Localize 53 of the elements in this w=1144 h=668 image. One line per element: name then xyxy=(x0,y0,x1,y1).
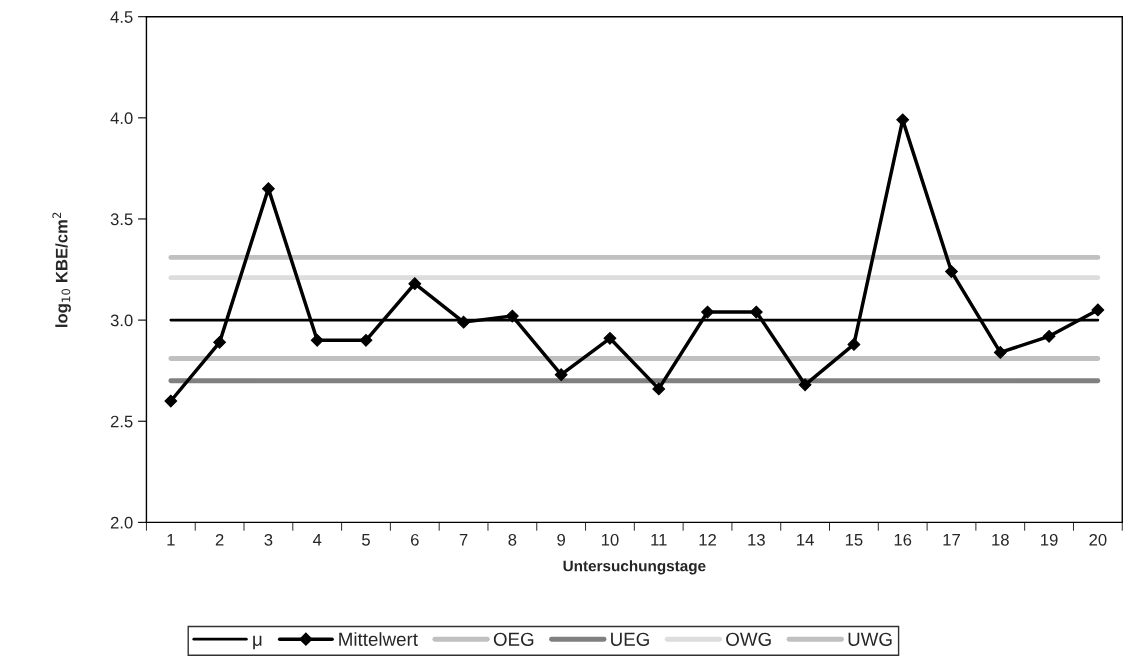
legend-label: OEG xyxy=(493,632,534,646)
x-tick-label: 9 xyxy=(557,533,566,546)
x-tick-label: 5 xyxy=(362,534,370,546)
point xyxy=(798,378,812,392)
x-tick-label: 12 xyxy=(699,533,716,546)
point xyxy=(262,182,275,196)
x-tick-label: 7 xyxy=(459,534,468,546)
point xyxy=(945,265,958,278)
legend-label: UWG xyxy=(848,632,892,646)
point xyxy=(847,337,861,351)
y-tick-label: 2.0 xyxy=(110,516,133,529)
x-tick-label: 14 xyxy=(797,534,814,546)
x-tick-label: 20 xyxy=(1089,533,1107,546)
y-tick-label: 3.5 xyxy=(110,213,133,226)
x-tick-label: 3 xyxy=(264,533,273,546)
point xyxy=(603,331,617,345)
point xyxy=(993,346,1007,359)
point xyxy=(652,382,666,396)
x-tick-label: 10 xyxy=(601,533,619,546)
legend-label: OWG xyxy=(726,632,771,646)
point xyxy=(554,368,568,382)
x-tick-label: 4 xyxy=(312,534,322,546)
y-tick-label: 4.5 xyxy=(110,11,133,23)
x-tick-label: 17 xyxy=(943,534,960,546)
point xyxy=(457,315,470,329)
x-tick-label: 6 xyxy=(411,533,419,546)
x-tick-label: 16 xyxy=(894,533,912,546)
x-tick-label: 19 xyxy=(1041,533,1058,546)
point xyxy=(1042,329,1056,343)
point xyxy=(164,394,178,408)
y-axis-title: log$_{10}$ KBE/cm$^{2}$ xyxy=(52,212,71,327)
x-axis-title: Untersuchungstage xyxy=(563,560,706,575)
legend-label: Mittelwert xyxy=(339,632,418,646)
x-tick-label: 1 xyxy=(167,534,175,546)
y-tick-label: 2.5 xyxy=(110,415,133,428)
point xyxy=(505,309,519,323)
x-tick-label: 18 xyxy=(992,533,1009,546)
x-tick-label: 11 xyxy=(651,534,667,546)
legend-label: UEG xyxy=(611,632,649,646)
x-tick-label: 15 xyxy=(845,534,863,546)
legend-label: μ xyxy=(253,635,262,650)
x-tick-label: 8 xyxy=(508,533,517,546)
x-tick-label: 13 xyxy=(748,533,765,546)
point xyxy=(1091,303,1105,317)
point xyxy=(310,333,324,347)
point xyxy=(213,335,227,349)
y-tick-label: 4.0 xyxy=(110,112,133,125)
x-tick-label: 2 xyxy=(215,533,224,546)
point xyxy=(359,333,373,347)
y-tick-label: 3.0 xyxy=(110,314,133,327)
point xyxy=(408,277,422,291)
point xyxy=(749,305,763,319)
point xyxy=(701,305,714,319)
